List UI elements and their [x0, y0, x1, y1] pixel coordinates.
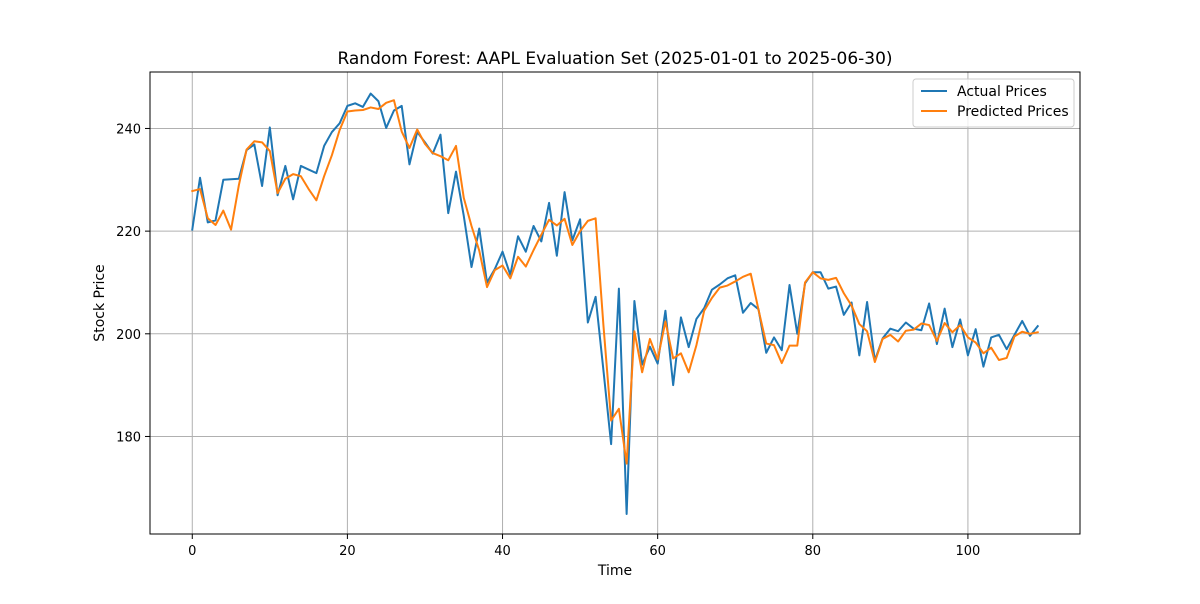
x-axis-label: Time: [597, 563, 632, 579]
series-line-actual-prices: [191, 92, 1040, 515]
series-line-predicted-prices: [191, 99, 1039, 465]
x-tick-label: 100: [956, 544, 981, 559]
y-axis-label: Stock Price: [92, 264, 108, 341]
y-tick-label: 180: [116, 430, 141, 445]
x-tick-label: 80: [805, 544, 822, 559]
y-tick-label: 220: [116, 225, 141, 240]
legend: Actual Prices Predicted Prices: [912, 78, 1075, 128]
x-tick-label: 20: [339, 544, 356, 559]
legend-label-actual: Actual Prices: [957, 84, 1047, 100]
plot-frame: [149, 71, 1081, 535]
legend-box: [912, 78, 1075, 128]
legend-label-predicted: Predicted Prices: [957, 104, 1069, 120]
x-tick-label: 40: [494, 544, 511, 559]
y-tick-label: 200: [116, 328, 141, 343]
x-tick-label: 0: [188, 544, 196, 559]
x-tick-label: 60: [649, 544, 666, 559]
y-tick-label: 240: [116, 122, 141, 137]
chart-title: Random Forest: AAPL Evaluation Set (2025…: [337, 49, 892, 69]
